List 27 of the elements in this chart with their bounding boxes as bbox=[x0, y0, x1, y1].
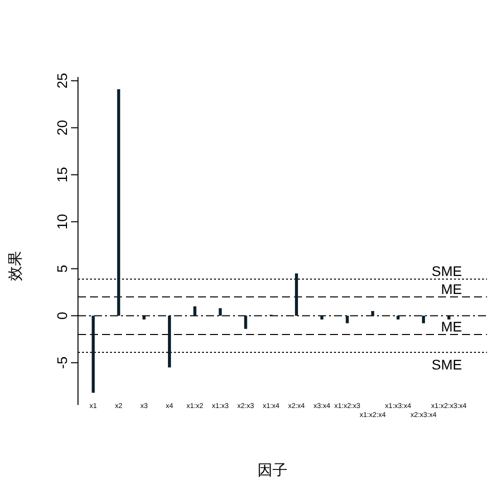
bar bbox=[447, 316, 450, 320]
bar bbox=[294, 273, 298, 316]
y-axis-title: 效果 bbox=[7, 251, 24, 281]
ref-line-label: ME bbox=[441, 318, 462, 335]
ref-line-label: SME bbox=[432, 356, 462, 372]
bar bbox=[92, 316, 95, 393]
bar bbox=[371, 311, 374, 316]
ref-line-label: ME bbox=[441, 280, 462, 297]
y-tick-label: 0 bbox=[54, 312, 70, 320]
y-tick-label: 25 bbox=[54, 72, 70, 89]
y-tick-label: 10 bbox=[54, 214, 70, 230]
y-tick-label: -5 bbox=[54, 356, 70, 369]
bar bbox=[422, 316, 425, 324]
bar bbox=[346, 316, 349, 324]
bar bbox=[396, 316, 400, 320]
x-axis-title: 因子 bbox=[258, 462, 288, 479]
y-tick-label: 5 bbox=[54, 264, 70, 273]
bar bbox=[193, 306, 196, 316]
y-tick-label: 20 bbox=[54, 120, 70, 136]
bar bbox=[142, 316, 146, 320]
ref-line-label: SME bbox=[432, 263, 462, 280]
bar bbox=[320, 316, 324, 320]
y-tick-label: 15 bbox=[54, 166, 70, 183]
bar bbox=[244, 316, 248, 329]
bar bbox=[168, 316, 171, 368]
bar bbox=[218, 308, 222, 316]
bar bbox=[117, 89, 120, 316]
